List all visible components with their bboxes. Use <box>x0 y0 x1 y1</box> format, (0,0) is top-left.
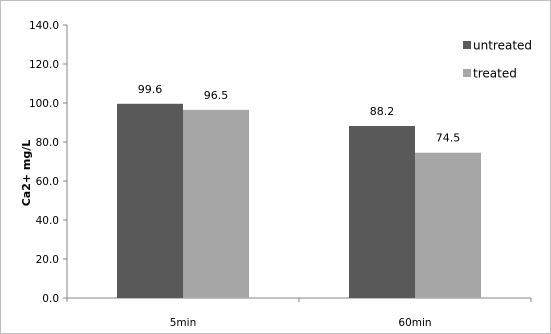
legend-swatch-untreated <box>463 41 471 49</box>
y-tick-label: 20.0 <box>36 254 59 266</box>
y-tick-label: 140.0 <box>29 20 59 32</box>
data-label: 96.5 <box>204 89 229 102</box>
bar-treated-60min <box>415 152 481 298</box>
legend: untreated treated <box>463 39 532 81</box>
y-tick-label: 0.0 <box>42 293 59 305</box>
bar-untreated-60min <box>349 126 415 298</box>
bar-treated-5min <box>183 109 249 298</box>
y-tick-label: 100.0 <box>29 98 59 110</box>
y-tick-label: 40.0 <box>36 215 59 227</box>
y-axis: 0.0 20.0 40.0 60.0 80.0 100.0 120.0 140.0 <box>29 20 68 305</box>
y-tick-label: 120.0 <box>29 59 59 71</box>
legend-swatch-treated <box>463 69 471 77</box>
y-tick-label: 80.0 <box>36 137 59 149</box>
y-axis-title: Ca2+ mg/L <box>20 140 33 207</box>
x-axis: 5min 60min <box>66 297 532 329</box>
legend-label-treated: treated <box>473 67 517 81</box>
bars: 99.6 96.5 88.2 74.5 <box>117 83 481 298</box>
x-tick-label: 60min <box>398 317 431 329</box>
data-label: 74.5 <box>436 132 461 145</box>
data-label: 99.6 <box>138 83 163 96</box>
bar-untreated-5min <box>117 103 183 298</box>
data-label: 88.2 <box>370 105 395 118</box>
x-tick-label: 5min <box>170 317 196 329</box>
legend-label-untreated: untreated <box>473 39 532 53</box>
y-tick-label: 60.0 <box>36 176 59 188</box>
